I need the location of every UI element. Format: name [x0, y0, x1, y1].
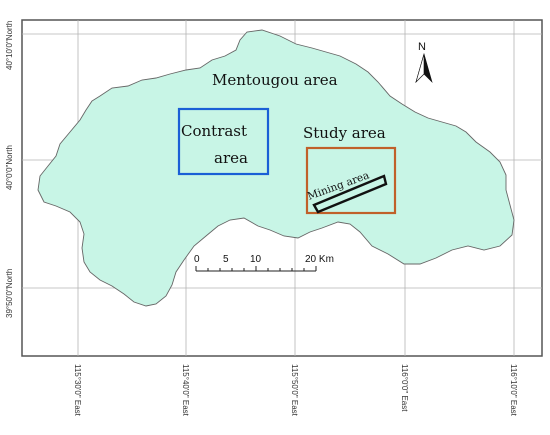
scale-label-5: 5 — [223, 254, 229, 265]
lon-label-3: 115°50'0" East — [290, 364, 299, 417]
study-area-box — [305, 146, 397, 215]
contrast-area-box — [177, 107, 270, 176]
scale-label-0: 0 — [194, 254, 200, 265]
mentougou-region — [37, 29, 515, 307]
study-label: Study area — [303, 124, 386, 142]
lat-label-2: 40°0'0"North — [5, 145, 14, 190]
lat-label-3: 39°50'0"North — [5, 269, 14, 318]
mining-area-outline — [312, 174, 388, 214]
scale-label-20km: 20 Km — [305, 254, 334, 265]
lat-label-1: 40°10'0"North — [5, 21, 14, 70]
contrast-label-line1: Contrast — [181, 122, 247, 140]
lon-label-4: 116°0'0" East — [400, 364, 409, 412]
contrast-label-line2: area — [214, 149, 248, 167]
lon-label-5: 116°10'0" East — [509, 364, 518, 417]
lon-label-2: 115°40'0" East — [181, 364, 190, 417]
scale-label-10: 10 — [250, 254, 262, 265]
north-arrow: N — [415, 41, 433, 84]
north-label: N — [418, 41, 426, 53]
lon-label-1: 115°30'0" East — [73, 364, 82, 417]
scale-bar — [195, 266, 317, 272]
region-label: Mentougou area — [212, 71, 338, 89]
